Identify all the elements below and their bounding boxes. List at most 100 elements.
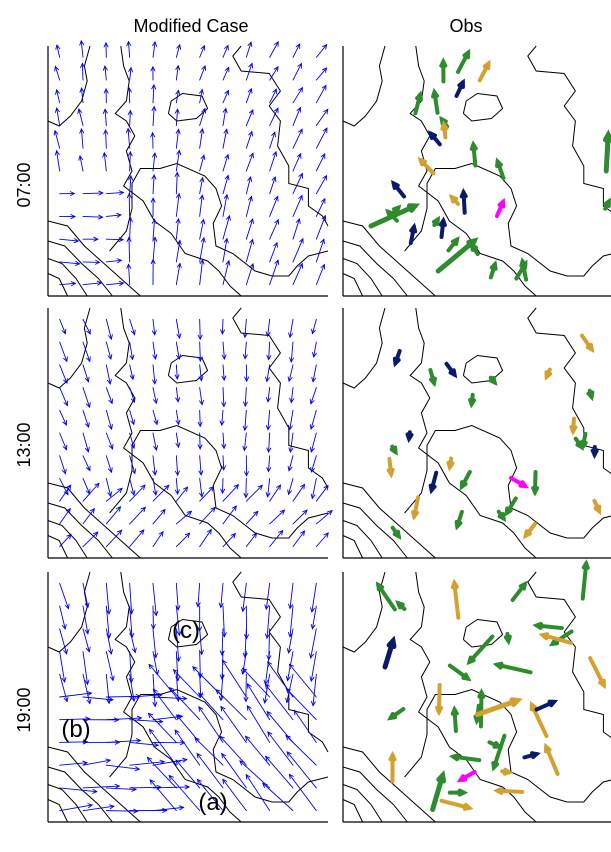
model-wind-arrow (83, 509, 94, 524)
obs-wind-arrow-head (463, 675, 467, 679)
model-wind-arrow (223, 506, 236, 524)
obs-wind-arrow-head (600, 681, 604, 685)
obs-wind-arrow-head (462, 482, 466, 486)
contour-line (343, 259, 382, 297)
model-wind-arrow (129, 264, 130, 284)
annotation-a: (a) (198, 789, 227, 816)
obs-wind-arrow-head (395, 359, 399, 363)
obs-wind-arrow-head (475, 717, 479, 721)
model-wind-arrow (293, 129, 302, 148)
model-wind-arrow (106, 740, 140, 742)
contour-line (110, 690, 328, 803)
model-wind-arrow (106, 652, 113, 681)
model-wind-arrow (247, 684, 269, 720)
model-wind-arrow (246, 511, 257, 524)
model-wind-arrow (316, 154, 324, 171)
model-wind-arrow (267, 712, 293, 743)
model-wind-arrow (60, 693, 92, 697)
model-wind-arrow (293, 64, 301, 80)
model-wind-arrow (269, 342, 270, 359)
model-wind-arrow (316, 486, 328, 501)
model-wind-arrow (286, 736, 316, 766)
model-wind-arrow (60, 788, 97, 792)
contour-line (48, 259, 87, 297)
model-wind-arrow (216, 690, 246, 720)
model-wind-arrow (106, 530, 121, 546)
model-wind-arrow (246, 485, 262, 501)
contour-line (343, 785, 382, 823)
contour-line (343, 46, 385, 126)
model-wind-arrow (316, 216, 325, 239)
model-wind-arrow (270, 67, 278, 80)
model-wind-arrow (130, 507, 146, 524)
row-label-1900: 19:00 (14, 687, 34, 732)
obs-wind-arrow-head (389, 470, 393, 474)
model-wind-arrow (222, 660, 246, 697)
model-wind-arrow (200, 319, 201, 339)
panel-model-2 (48, 572, 328, 822)
model-wind-arrow (316, 128, 327, 148)
model-wind-arrow (130, 762, 164, 765)
annotation-c: (c) (172, 617, 200, 644)
obs-wind-arrow (477, 701, 517, 715)
obs-wind-arrow-head (588, 345, 592, 349)
obs-wind-arrow-head (408, 434, 412, 438)
contour-loop (463, 620, 502, 648)
model-wind-arrow (153, 85, 154, 103)
model-wind-arrow (198, 583, 200, 606)
obs-wind-arrow-head (497, 162, 501, 166)
contour-loop (463, 356, 502, 384)
model-wind-arrow (153, 175, 154, 194)
model-wind-arrow (270, 220, 279, 239)
model-wind-arrow (270, 260, 278, 284)
obs-wind-arrow-head (589, 393, 593, 397)
contour-loop (463, 94, 502, 122)
model-wind-arrow (83, 532, 98, 546)
contour-line (343, 536, 363, 559)
model-wind-arrow (200, 410, 201, 426)
obs-wind-arrow-head (439, 776, 444, 782)
obs-wind-arrow-head (441, 221, 445, 225)
model-wind-arrow (316, 265, 324, 285)
model-wind-arrow (83, 483, 99, 501)
obs-wind-arrow-head (413, 512, 417, 516)
model-wind-arrow (222, 478, 223, 493)
panel-model-0 (48, 41, 328, 296)
obs-wind-arrow-head (507, 508, 511, 512)
model-wind-arrow (106, 488, 122, 501)
obs-wind-arrow-head (411, 227, 415, 231)
model-wind-arrow (60, 509, 71, 524)
model-wind-arrow (60, 534, 71, 546)
obs-wind-arrow-head (392, 447, 396, 451)
obs-wind-arrow-head (521, 261, 525, 265)
model-wind-arrow (130, 218, 131, 239)
model-wind-arrow (246, 533, 256, 546)
model-wind-arrow (270, 510, 285, 524)
obs-wind-arrow-head (485, 64, 489, 68)
model-wind-arrow (130, 695, 162, 697)
obs-wind-arrow-head (584, 564, 588, 568)
obs-wind-arrow-head (457, 522, 461, 526)
model-wind-arrow (247, 706, 269, 743)
obs-wind-arrow-head (448, 463, 452, 467)
model-wind-arrow (221, 707, 246, 743)
model-wind-arrow (153, 697, 186, 699)
obs-wind-arrow-head (546, 372, 550, 376)
obs-wind-arrow (494, 736, 505, 768)
obs-wind-arrow-head (593, 451, 597, 455)
model-wind-arrow (293, 174, 302, 194)
model-wind-arrow (316, 85, 326, 102)
obs-wind-arrow-head (431, 486, 435, 490)
obs-wind-arrow-head (437, 708, 441, 712)
column-title-modified-case: Modified Case (133, 16, 248, 36)
model-wind-arrow (270, 485, 281, 501)
obs-wind-arrow-head (459, 83, 463, 87)
model-wind-arrow (293, 154, 301, 171)
obs-wind-arrow-head (417, 95, 421, 99)
model-wind-arrow (270, 42, 279, 58)
model-wind-arrow (130, 111, 131, 126)
contour-line (48, 241, 112, 296)
contour-line (115, 308, 241, 558)
obs-wind-arrow-head (453, 583, 457, 587)
model-wind-arrow (223, 388, 224, 407)
